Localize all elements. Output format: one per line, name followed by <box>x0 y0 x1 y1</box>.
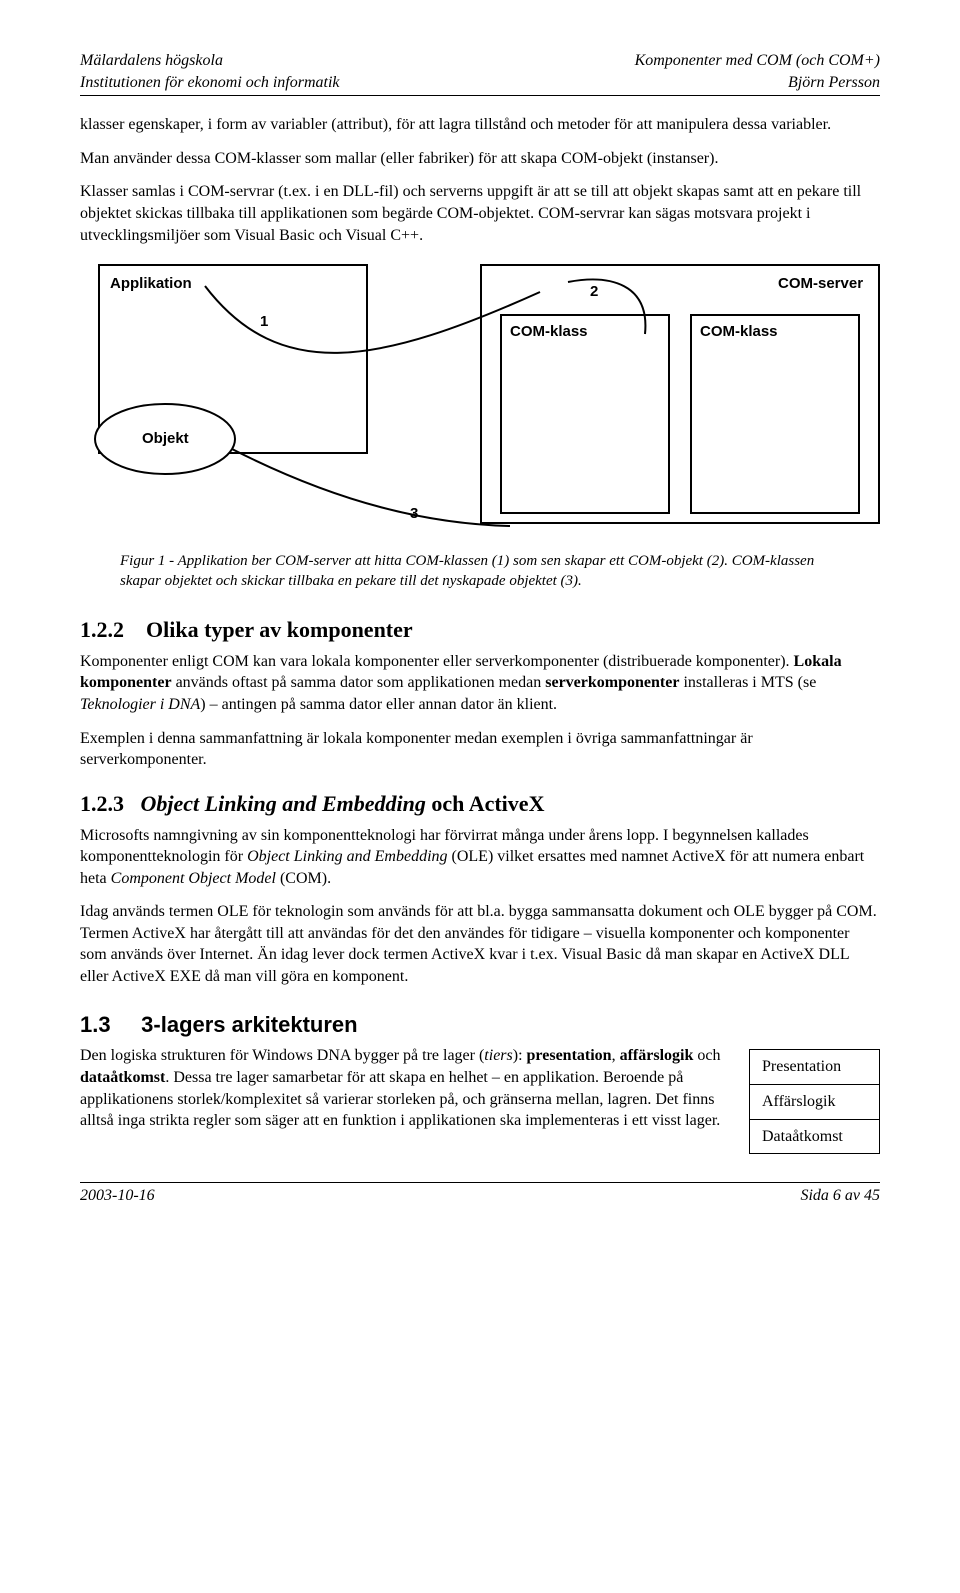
paragraph-2: Man använder dessa COM-klasser som malla… <box>80 148 880 170</box>
diagram-number-1: 1 <box>260 312 268 332</box>
three-tier-stack: Presentation Affärslogik Dataåtkomst <box>749 1049 880 1154</box>
diagram-klass2-label: COM-klass <box>700 322 778 342</box>
sec13-p1g: och <box>693 1047 720 1064</box>
paragraph-3: Klasser samlas i COM-servrar (t.ex. i en… <box>80 181 880 246</box>
diagram-klass1-label: COM-klass <box>510 322 588 342</box>
sec13-p1i: . Dessa tre lager samarbetar för att ska… <box>80 1069 720 1129</box>
footer-date: 2003-10-16 <box>80 1185 155 1207</box>
header-left-1: Mälardalens högskola <box>80 50 223 72</box>
sec123-p2: Idag används termen OLE för teknologin s… <box>80 901 880 987</box>
tier-business: Affärslogik <box>750 1084 880 1119</box>
diagram-application-label: Applikation <box>110 274 192 294</box>
sec123-p1e: (COM). <box>276 870 331 887</box>
tier-presentation: Presentation <box>750 1050 880 1085</box>
sec123-p1: Microsofts namngivning av sin komponentt… <box>80 825 880 890</box>
heading-1-2-2-title: Olika typer av komponenter <box>146 617 413 642</box>
footer-page: Sida 6 av 45 <box>800 1185 880 1207</box>
diagram-number-2: 2 <box>590 282 598 302</box>
sec122-p1f: Teknologier i DNA <box>80 696 200 713</box>
heading-1-3-num: 1.3 <box>80 1012 111 1037</box>
sec13-p1e: , <box>612 1047 620 1064</box>
paragraph-1: klasser egenskaper, i form av variabler … <box>80 114 880 136</box>
figure-1-caption: Figur 1 - Applikation ber COM-server att… <box>120 552 840 591</box>
sec13-p1h: dataåtkomst <box>80 1069 165 1086</box>
sec13-p1f: affärslogik <box>620 1047 694 1064</box>
heading-1-2-2: 1.2.2 Olika typer av komponenter <box>80 615 880 645</box>
sec13-content: Presentation Affärslogik Dataåtkomst Den… <box>80 1045 880 1154</box>
sec122-p1e: installeras i MTS (se <box>679 674 816 691</box>
sec122-p1d: serverkomponenter <box>545 674 679 691</box>
sec13-p1c: ): <box>513 1047 527 1064</box>
heading-1-3-title: 3-lagers arkitekturen <box>141 1012 357 1037</box>
sec13-p1a: Den logiska strukturen för Windows DNA b… <box>80 1047 484 1064</box>
diagram-curve-3 <box>232 449 510 526</box>
heading-1-2-3-italic: Object Linking and Embedding <box>141 791 426 816</box>
page-footer: 2003-10-16 Sida 6 av 45 <box>80 1185 880 1207</box>
diagram-klass1-box <box>500 314 670 514</box>
sec13-p1d: presentation <box>527 1047 612 1064</box>
heading-1-2-3: 1.2.3 Object Linking and Embedding och A… <box>80 789 880 819</box>
header-left-2: Institutionen för ekonomi och informatik <box>80 72 340 94</box>
diagram-objekt-label: Objekt <box>142 429 189 449</box>
diagram-figure-1: Applikation COM-server COM-klass COM-kla… <box>80 264 880 544</box>
heading-1-3: 1.3 3-lagers arkitekturen <box>80 1010 880 1040</box>
header-rule <box>80 95 880 96</box>
header-right-2: Björn Persson <box>788 72 880 94</box>
sec122-p1c: används oftast på samma dator som applik… <box>172 674 546 691</box>
sec13-p1b: tiers <box>484 1047 512 1064</box>
heading-1-2-3-rest: och ActiveX <box>426 791 545 816</box>
tier-data: Dataåtkomst <box>750 1119 880 1154</box>
footer-rule <box>80 1182 880 1183</box>
header-row-2: Institutionen för ekonomi och informatik… <box>80 72 880 94</box>
header-row-1: Mälardalens högskola Komponenter med COM… <box>80 50 880 72</box>
sec123-p1b: Object Linking and Embedding <box>247 848 447 865</box>
sec122-p2: Exemplen i denna sammanfattning är lokal… <box>80 728 880 771</box>
heading-1-2-2-num: 1.2.2 <box>80 617 124 642</box>
page-header: Mälardalens högskola Komponenter med COM… <box>80 50 880 96</box>
header-right-1: Komponenter med COM (och COM+) <box>635 50 880 72</box>
heading-1-2-3-num: 1.2.3 <box>80 791 124 816</box>
sec123-p1d: Component Object Model <box>111 870 276 887</box>
sec122-p1g: ) – antingen på samma dator eller annan … <box>200 696 557 713</box>
diagram-klass2-box <box>690 314 860 514</box>
sec122-p1a: Komponenter enligt COM kan vara lokala k… <box>80 653 794 670</box>
diagram-number-3: 3 <box>410 504 418 524</box>
sec122-p1: Komponenter enligt COM kan vara lokala k… <box>80 651 880 716</box>
diagram-server-label: COM-server <box>778 274 863 294</box>
